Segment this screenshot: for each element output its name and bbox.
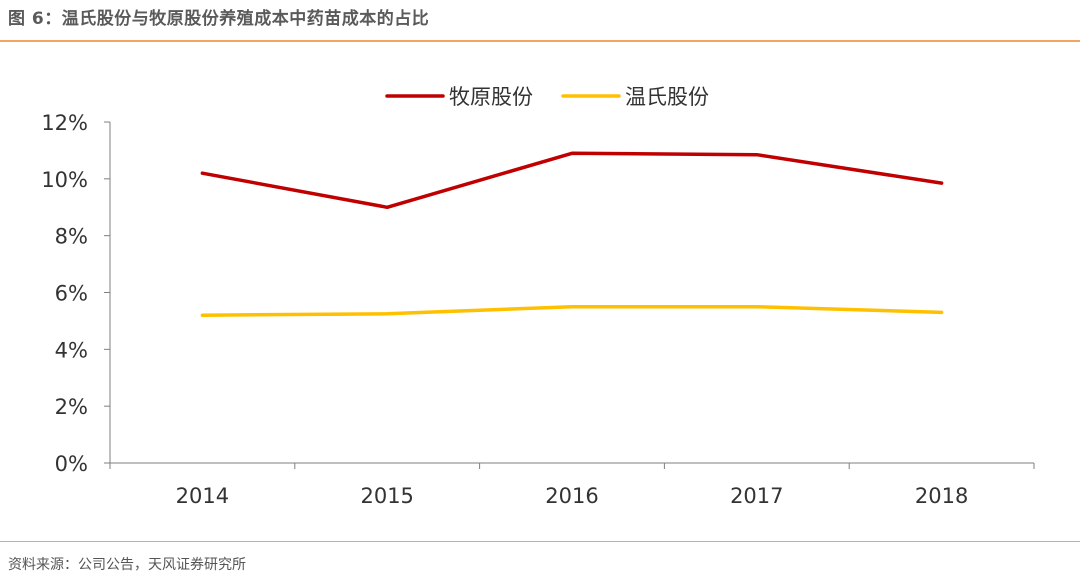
y-tick-label: 6% (55, 282, 88, 306)
x-tick-label: 2015 (360, 484, 413, 508)
source-note: 资料来源：公司公告，天风证券研究所 (8, 557, 246, 573)
y-tick-label: 0% (55, 452, 88, 476)
legend-label-2: 温氏股份 (625, 85, 709, 109)
x-tick-label: 2014 (176, 484, 229, 508)
y-tick-label: 4% (55, 338, 88, 362)
x-tick-label: 2017 (730, 484, 783, 508)
series-line-1 (200, 151, 944, 210)
y-tick-label: 10% (41, 168, 88, 192)
top-divider (0, 40, 1080, 42)
legend-label-1: 牧原股份 (449, 85, 533, 109)
y-tick-label: 12% (41, 111, 88, 135)
series-line-2 (200, 304, 944, 317)
figure-title: 图 6：温氏股份与牧原股份养殖成本中药苗成本的占比 (8, 9, 430, 29)
y-tick-label: 8% (55, 225, 88, 249)
x-tick-label: 2016 (545, 484, 598, 508)
x-tick-label: 2018 (915, 484, 968, 508)
bottom-divider (0, 541, 1080, 542)
y-tick-label: 2% (55, 395, 88, 419)
line-chart: 0% 2% 4% 6% 8% 10% 12% 2014 2015 2016 2017 2018 牧原股份… (41, 85, 1035, 508)
